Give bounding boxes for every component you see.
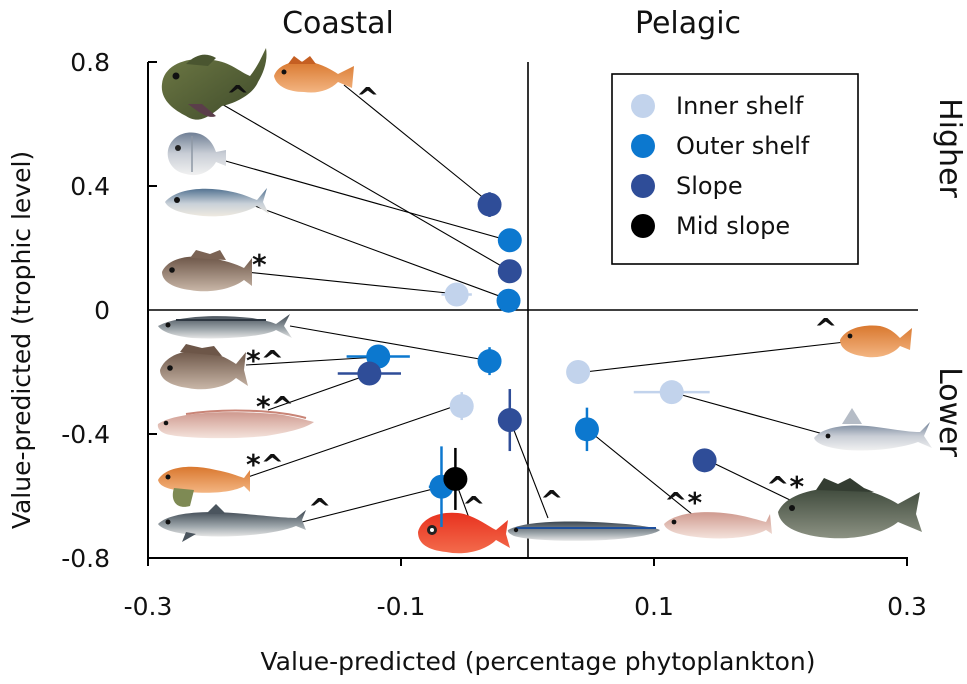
frostfish-image: [507, 521, 660, 541]
data-point: [357, 361, 382, 386]
connector-line: [219, 102, 511, 272]
x-tick-label: -0.3: [124, 592, 173, 621]
x-tick-label: 0.3: [887, 592, 927, 621]
connector-line: [245, 356, 379, 366]
connector-line: [587, 429, 694, 516]
cod-fish-image: [162, 250, 252, 292]
x-tick-label: 0.1: [634, 592, 674, 621]
legend-label: Outer shelf: [676, 132, 810, 160]
data-point: [659, 380, 684, 405]
data-point: [497, 408, 522, 433]
elephantfish-image: [814, 408, 932, 451]
tick-labels: 0.8 0.4 0 -0.4 -0.8 -0.3 -0.1 0.1 0.3: [61, 48, 927, 621]
connector-line: [301, 486, 442, 523]
connector-line: [247, 403, 462, 478]
ling-fish-image: [157, 409, 314, 439]
fish-mark: ^*: [766, 470, 804, 503]
x-tick-label: -0.1: [377, 592, 426, 621]
dogshark-fish-image: [158, 504, 306, 542]
fish-mark: ^: [814, 312, 837, 345]
data-point: [496, 288, 521, 313]
connector-line: [267, 372, 374, 411]
fish-mark: ^: [462, 490, 485, 523]
y-axis-title: Value-predicted (trophic level): [7, 151, 36, 529]
connector-line: [704, 458, 791, 501]
region-label-pelagic: Pelagic: [635, 6, 741, 41]
data-point: [497, 228, 522, 253]
legend-label: Slope: [676, 172, 743, 200]
legend-marker: [631, 94, 655, 118]
data-point: [574, 417, 599, 442]
y-tick-label: 0: [94, 296, 110, 325]
x-axis-title: Value-predicted (percentage phytoplankto…: [261, 647, 816, 676]
grouper-fish-image: [778, 478, 922, 539]
scad-fish-image: [165, 188, 269, 217]
data-point: [449, 394, 474, 419]
legend-marker: [631, 174, 655, 198]
data-points: [337, 192, 717, 527]
data-point: [444, 282, 469, 307]
data-point: [566, 360, 591, 384]
connector-line: [289, 325, 492, 362]
legend-label: Inner shelf: [676, 92, 804, 120]
fish-mark: ^: [540, 484, 563, 517]
connector-line: [245, 271, 458, 295]
fish-mark: *^: [246, 448, 284, 481]
mackerel-fish-image: [158, 314, 292, 339]
axes: [147, 61, 918, 566]
data-point: [477, 349, 502, 374]
data-point: [443, 466, 468, 491]
region-label-higher: Higher: [932, 98, 967, 198]
legend-marker: [631, 134, 655, 158]
tarakihi-fish-image: [160, 344, 248, 390]
data-point: [497, 259, 522, 284]
legend-marker: [631, 214, 655, 238]
gurnard-fish-image: [158, 466, 250, 507]
y-tick-label: -0.8: [61, 544, 110, 573]
fish-mark: ^: [356, 81, 379, 114]
region-label-lower: Lower: [932, 367, 967, 458]
sculpin-fish-image: [161, 48, 267, 120]
fish-mark: ^: [308, 492, 331, 525]
dory-fish-image: [167, 132, 226, 176]
y-tick-label: 0.8: [70, 48, 110, 77]
connector-line: [670, 391, 846, 441]
region-label-coastal: Coastal: [282, 6, 394, 41]
legend: Inner shelf Outer shelf Slope Mid slope: [611, 73, 859, 265]
connector-line: [509, 419, 549, 519]
data-point: [692, 448, 717, 473]
redcod-fish-image: [664, 512, 772, 539]
fish-annotation-marks: ^ ^ * *^ *^ *^ ^ ^ ^ ^ ^* ^*: [226, 79, 837, 525]
fish-mark: *^: [246, 344, 284, 377]
fish-mark: ^: [226, 79, 249, 112]
connector-line: [343, 84, 492, 205]
fish-mark: ^*: [664, 486, 702, 519]
legend-label: Mid slope: [676, 212, 790, 240]
y-tick-label: 0.4: [70, 172, 110, 201]
y-tick-label: -0.4: [61, 420, 110, 449]
fish-mark: *^: [256, 390, 294, 423]
fish-mark: *: [252, 248, 267, 281]
data-point: [477, 192, 502, 217]
connector-line: [221, 159, 511, 242]
fish-connector-lines: [219, 84, 846, 523]
connector-line: [254, 205, 511, 301]
leatherjacket-fish-image: [840, 325, 912, 358]
rockfish-image: [274, 56, 354, 93]
connector-line: [575, 341, 846, 374]
